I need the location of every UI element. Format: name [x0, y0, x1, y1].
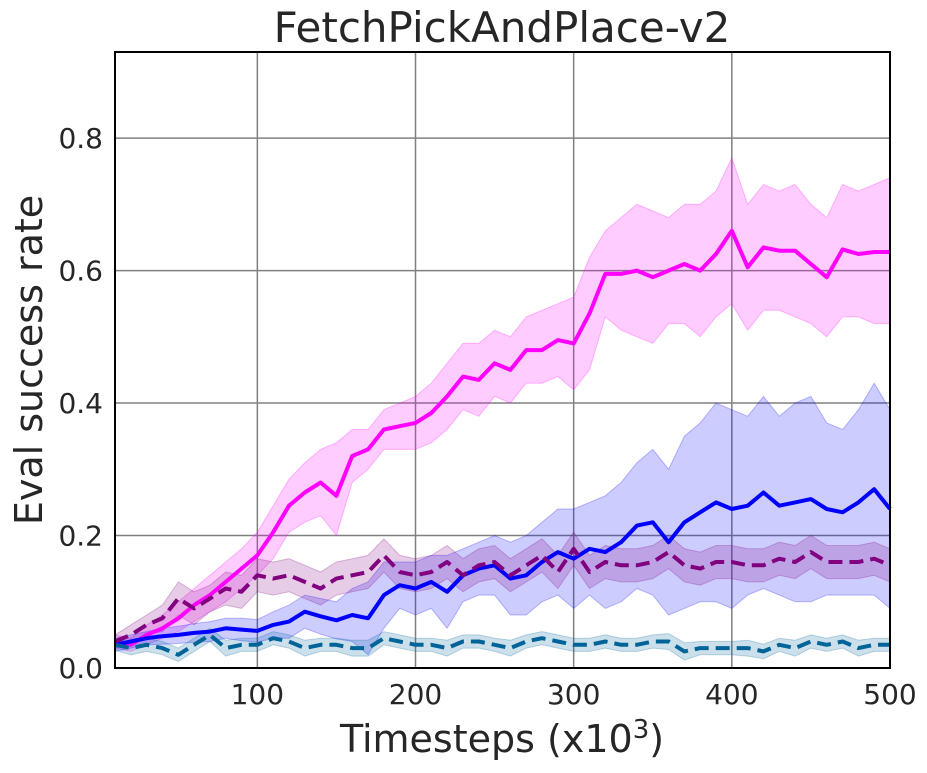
y-tick-label: 0.6	[58, 255, 103, 288]
plot-frame	[114, 51, 891, 669]
x-tick-label: 100	[231, 678, 284, 711]
y-axis-label: Eval success rate	[7, 195, 51, 525]
x-axis-label: Timesteps (x103)	[339, 715, 664, 761]
x-tick-label: 400	[705, 678, 758, 711]
series-line-1	[114, 487, 892, 647]
x-tick-label: 200	[389, 678, 442, 711]
y-tick-labels: 0.0 0.2 0.4 0.6 0.8	[58, 122, 103, 685]
y-tick-label: 0.0	[58, 652, 103, 685]
x-tick-label: 500	[863, 678, 916, 711]
x-tick-label: 300	[547, 678, 600, 711]
series-line-3	[114, 632, 890, 657]
series-line-0	[114, 228, 890, 647]
y-tick-label: 0.4	[58, 387, 103, 420]
confidence-bands	[114, 156, 891, 662]
x-tick-labels: 100 200 300 400 500	[231, 678, 917, 711]
series-band-1	[114, 382, 891, 656]
series-lines	[114, 228, 892, 657]
y-tick-label: 0.2	[58, 520, 103, 553]
series-line-2	[114, 546, 891, 644]
y-tick-label: 0.8	[58, 122, 103, 155]
chart-title: FetchPickAndPlace-v2	[274, 3, 731, 52]
